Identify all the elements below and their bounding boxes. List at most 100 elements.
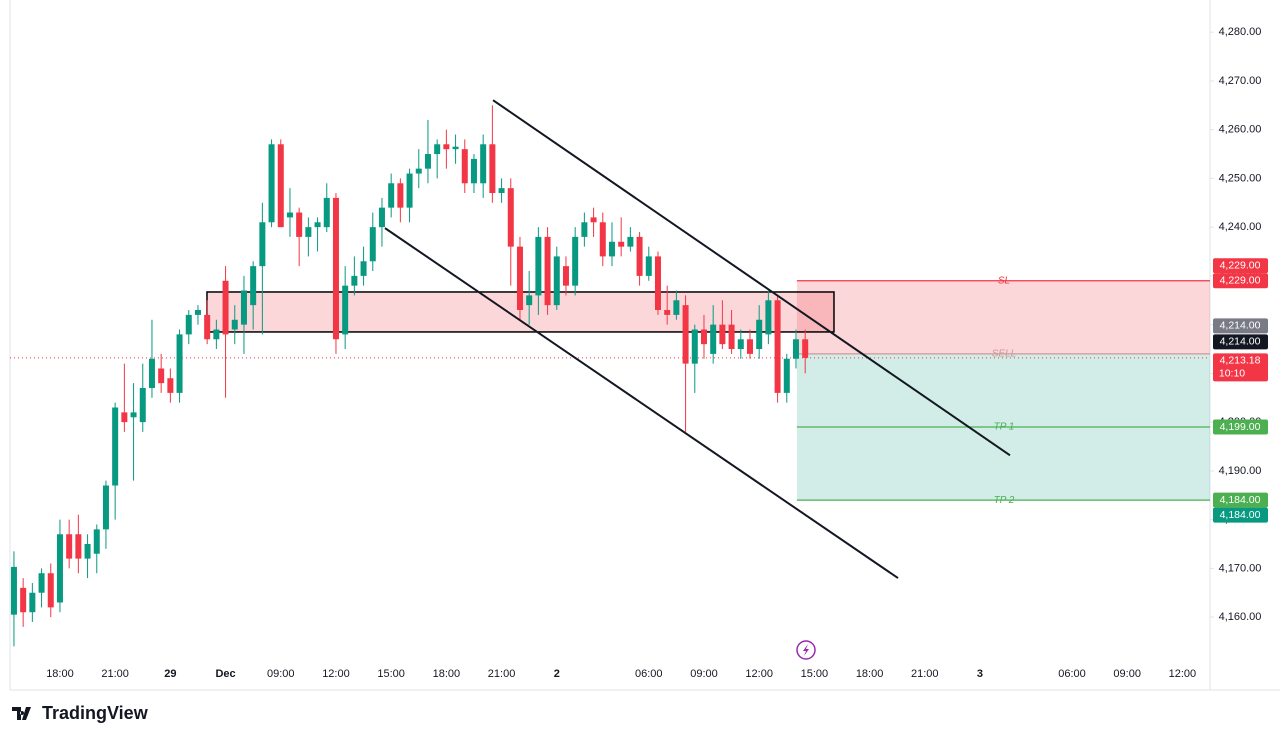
price-label: 4,184.00: [1220, 509, 1261, 521]
x-tick-label: 09:00: [1113, 668, 1141, 680]
stop-zone: [796, 280, 1210, 354]
candle-body: [553, 256, 560, 306]
candle-body: [507, 188, 514, 247]
candle-body: [314, 222, 321, 228]
x-tick-label: 06:00: [635, 668, 663, 680]
candle-body: [608, 241, 615, 257]
candle-body: [112, 407, 119, 486]
candle-body: [710, 324, 717, 354]
x-tick-label: 06:00: [1058, 668, 1086, 680]
candle-body: [802, 339, 809, 358]
candle-body: [56, 534, 63, 603]
candle-body: [783, 358, 790, 393]
alert-icon: [796, 640, 816, 660]
candle-body: [378, 207, 385, 228]
candle-body: [737, 339, 744, 350]
candle-body: [231, 319, 238, 330]
price-label: 4,229.00: [1220, 260, 1261, 272]
price-label-box: [1213, 318, 1268, 334]
candle-body: [29, 592, 36, 613]
y-tick-label: 4,160.00: [1219, 611, 1262, 623]
candle-body: [213, 329, 220, 340]
x-tick-label: 21:00: [911, 668, 939, 680]
candle-body: [673, 300, 680, 315]
y-tick-label: 4,260.00: [1219, 124, 1262, 136]
candle-body: [746, 339, 753, 354]
candle-body: [434, 144, 441, 155]
x-tick-label: 09:00: [690, 668, 718, 680]
price-label: 4,214.00: [1220, 320, 1261, 332]
candle-body: [728, 324, 735, 350]
entry-label: SELL: [992, 349, 1016, 360]
candle-body: [774, 300, 781, 393]
candle-body: [66, 534, 73, 559]
candle-body: [590, 217, 597, 223]
candle-body: [452, 146, 459, 150]
x-tick-label: 2: [554, 668, 560, 680]
candle-body: [360, 261, 367, 276]
candle-body: [130, 412, 137, 418]
x-tick-label: 18:00: [856, 668, 884, 680]
price-label-box: [1213, 334, 1268, 350]
candle-body: [342, 285, 349, 335]
candle-body: [38, 573, 45, 593]
x-tick-label: 15:00: [377, 668, 405, 680]
candle-body: [240, 290, 247, 325]
candle-body: [351, 275, 358, 286]
price-label: 4,213.18: [1220, 355, 1261, 367]
candle-body: [204, 314, 211, 340]
candle-body: [121, 412, 128, 423]
price-label-box: [1213, 273, 1268, 289]
y-tick-label: 4,250.00: [1219, 172, 1262, 184]
price-label: 4,229.00: [1220, 275, 1261, 287]
candle-body: [516, 246, 523, 311]
x-tick-label: 12:00: [1169, 668, 1197, 680]
candle-body: [526, 295, 533, 306]
candle-body: [664, 310, 671, 315]
logo-mark: [12, 707, 31, 720]
candle-body: [627, 236, 634, 247]
candle-body: [305, 227, 312, 237]
y-tick-label: 4,170.00: [1219, 562, 1262, 574]
candle-body: [544, 236, 551, 306]
candle-body: [765, 300, 772, 335]
x-tick-label: 12:00: [322, 668, 350, 680]
candle-body: [654, 256, 661, 311]
candle-body: [489, 144, 496, 194]
candle-body: [250, 266, 257, 306]
x-tick-label: 21:00: [488, 668, 516, 680]
price-label: 4,184.00: [1220, 494, 1261, 506]
candle-body: [139, 388, 146, 423]
candle-body: [691, 329, 698, 364]
candle-body: [176, 334, 183, 393]
candle-body: [572, 236, 579, 286]
candle-body: [369, 227, 376, 262]
candle-body: [332, 197, 339, 340]
candle-body: [20, 587, 27, 613]
countdown: 10:10: [1219, 368, 1245, 380]
y-tick-label: 4,280.00: [1219, 26, 1262, 38]
candle-body: [268, 144, 275, 223]
price-label-box: [1213, 419, 1268, 435]
trend-line: [384, 227, 899, 579]
y-tick-label: 4,270.00: [1219, 75, 1262, 87]
y-tick-label: 4,190.00: [1219, 465, 1262, 477]
candle-body: [470, 158, 477, 184]
price-label: 4,199.00: [1220, 421, 1261, 433]
candle-body: [158, 368, 165, 384]
candle-body: [700, 329, 707, 345]
candle-body: [323, 197, 330, 228]
candle-body: [84, 543, 91, 559]
candle-body: [443, 144, 450, 150]
candle-body: [388, 183, 395, 208]
candle-body: [259, 222, 266, 267]
candle-body: [535, 236, 542, 296]
candle-body: [480, 144, 487, 184]
candle-body: [581, 222, 588, 237]
target-label: TP 2: [994, 495, 1015, 506]
candle-body: [682, 305, 689, 364]
stop-label: SL: [998, 275, 1010, 286]
candle-body: [645, 256, 652, 276]
